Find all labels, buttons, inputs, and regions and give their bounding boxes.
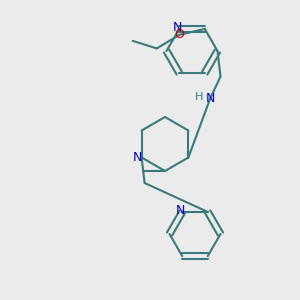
Text: N: N <box>132 151 142 164</box>
Text: N: N <box>176 204 185 217</box>
Text: H: H <box>195 92 204 103</box>
Text: N: N <box>173 21 182 34</box>
Text: O: O <box>174 28 184 41</box>
Text: N: N <box>205 92 215 106</box>
